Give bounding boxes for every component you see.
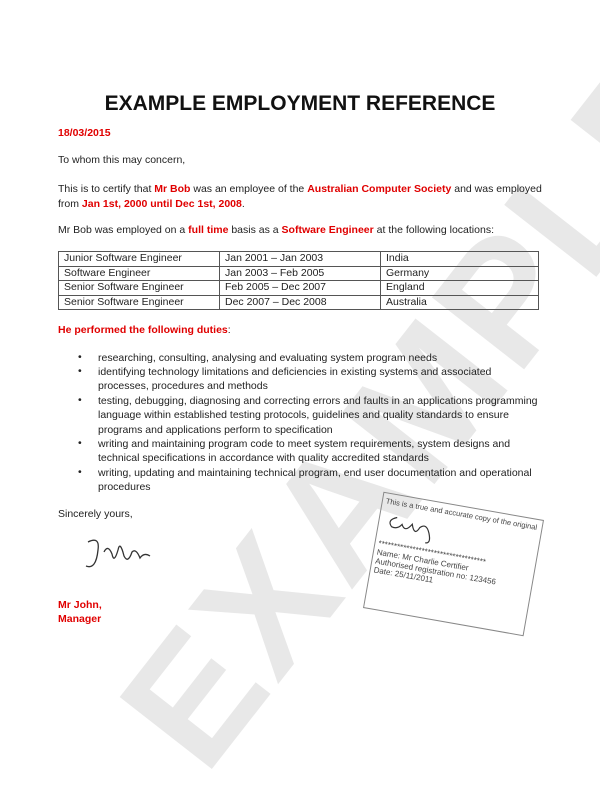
cell-location: India [380,251,539,267]
table-row: Senior Software Engineer Dec 2007 – Dec 2… [58,294,539,310]
cell-period: Dec 2007 – Dec 2008 [219,294,381,310]
employee-name: Mr Bob [154,183,191,195]
greeting: To whom this may concern, [58,154,186,166]
text: . [241,197,245,210]
cell-period: Jan 2003 – Feb 2005 [219,265,381,281]
bullet-icon: • [78,437,82,449]
signature-john [85,539,151,568]
cell-location: England [380,280,539,296]
employment-period: Jan 1st, 2000 until Dec 1st, 2008 [81,197,242,210]
text: at the following locations: [373,224,494,236]
employment-basis: full time [188,224,229,236]
duty-item: writing, updating and maintaining techni… [98,467,532,494]
cell-position: Junior Software Engineer [58,251,220,267]
cell-location: Germany [380,265,539,281]
cell-position: Senior Software Engineer [58,294,220,310]
cell-period: Jan 2001 – Jan 2003 [219,251,381,267]
cell-position: Senior Software Engineer [58,280,220,296]
cell-position: Software Engineer [58,265,220,281]
text: : [227,324,231,336]
employment-paragraph: Mr Bob was employed on a full time basis… [58,224,494,236]
cell-location: Australia [380,294,539,310]
certification-stamp: This is a true and accurate copy of the … [362,491,545,637]
table-row: Senior Software Engineer Feb 2005 – Dec 2… [58,280,539,296]
bullet-icon: • [78,365,82,377]
page-title: EXAMPLE EMPLOYMENT REFERENCE [104,92,496,115]
letter-date: 18/03/2015 [58,127,111,139]
text: and was employed [451,183,542,195]
duty-item: testing, debugging, diagnosing and corre… [98,395,538,436]
text: from [58,197,82,210]
duties-heading-text: He performed the following duties [58,324,228,336]
text: was an employee of the [190,183,308,195]
locations-table: Junior Software Engineer Jan 2001 – Jan 2… [58,251,539,310]
duty-item: identifying technology limitations and d… [98,366,492,393]
cell-period: Feb 2005 – Dec 2007 [219,280,381,296]
table-row: Junior Software Engineer Jan 2001 – Jan 2… [58,251,539,267]
signature-certifier [389,516,431,544]
text: Mr Bob was employed on a [58,224,189,236]
bullet-icon: • [78,466,82,478]
duty-item: researching, consulting, analysing and e… [98,352,438,364]
text: basis as a [228,224,282,236]
text: This is to certify that [58,183,155,195]
duty-item: writing and maintaining program code to … [98,438,511,465]
certify-paragraph: This is to certify that Mr Bob was an em… [58,182,542,211]
bullet-icon: • [78,394,82,406]
closing: Sincerely yours, [58,508,133,520]
organization: Australian Computer Society [307,183,452,195]
duties-heading: He performed the following duties: [58,324,231,336]
table-row: Software Engineer Jan 2003 – Feb 2005 Germ… [58,265,539,281]
bullet-icon: • [78,351,82,363]
role: Software Engineer [281,224,374,236]
signer-name: Mr John, [58,599,102,611]
signer-title: Manager [58,613,102,625]
